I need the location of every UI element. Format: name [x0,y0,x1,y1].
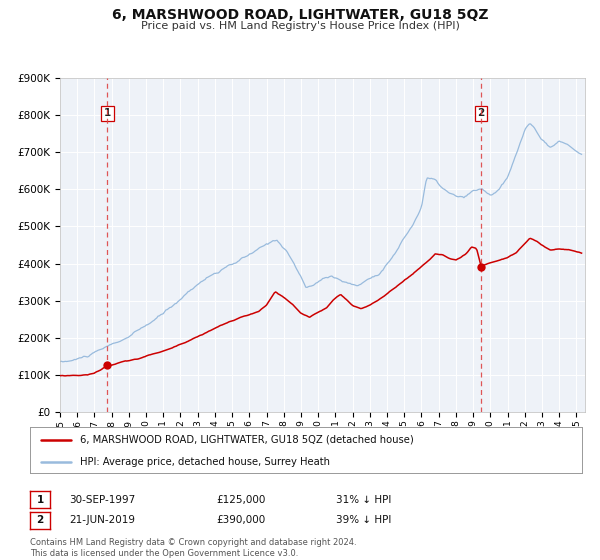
Text: £125,000: £125,000 [216,494,265,505]
Text: Contains HM Land Registry data © Crown copyright and database right 2024.
This d: Contains HM Land Registry data © Crown c… [30,538,356,558]
Text: £390,000: £390,000 [216,515,265,525]
Text: 1: 1 [37,494,44,505]
Text: 30-SEP-1997: 30-SEP-1997 [69,494,135,505]
Text: 2: 2 [37,515,44,525]
Text: 1: 1 [104,109,111,118]
Text: 6, MARSHWOOD ROAD, LIGHTWATER, GU18 5QZ (detached house): 6, MARSHWOOD ROAD, LIGHTWATER, GU18 5QZ … [80,435,413,445]
Text: HPI: Average price, detached house, Surrey Heath: HPI: Average price, detached house, Surr… [80,457,329,466]
Text: 6, MARSHWOOD ROAD, LIGHTWATER, GU18 5QZ: 6, MARSHWOOD ROAD, LIGHTWATER, GU18 5QZ [112,8,488,22]
Text: 2: 2 [478,109,485,118]
Text: Price paid vs. HM Land Registry's House Price Index (HPI): Price paid vs. HM Land Registry's House … [140,21,460,31]
Text: 39% ↓ HPI: 39% ↓ HPI [336,515,391,525]
Text: 21-JUN-2019: 21-JUN-2019 [69,515,135,525]
Text: 31% ↓ HPI: 31% ↓ HPI [336,494,391,505]
